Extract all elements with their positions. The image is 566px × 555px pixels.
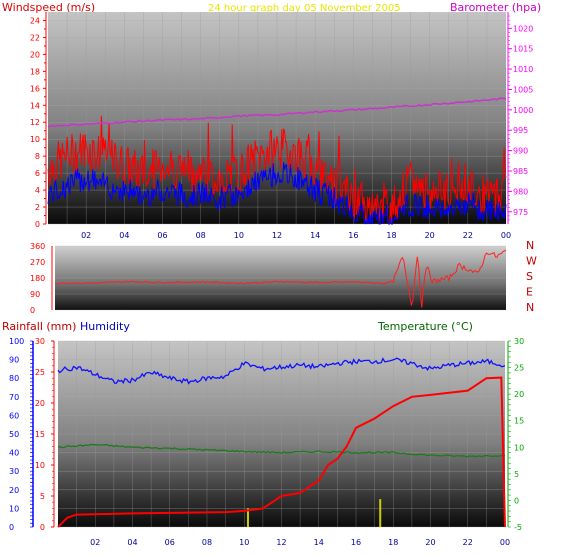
barometer-tick-label: 990 — [513, 147, 528, 156]
direction-compass-label: N — [526, 239, 534, 252]
rain-x-tick-label: 02 — [90, 538, 100, 547]
wind-left-tick-label: 2 — [35, 203, 40, 212]
direction-compass-label: E — [526, 286, 533, 299]
barometer-tick-label: 1000 — [513, 106, 533, 115]
direction-tick-label: 90 — [30, 290, 40, 299]
humidity-tick-label: 60 — [9, 411, 19, 420]
wind-x-tick-label: 20 — [425, 231, 435, 240]
rainfall-tick-label: 0 — [40, 523, 45, 532]
rainfall-tick-label: 15 — [35, 430, 45, 439]
barometer-tick-label: 1020 — [513, 24, 533, 33]
wind-left-tick-label: 20 — [30, 50, 40, 59]
wind-x-tick-label: 04 — [119, 231, 129, 240]
humidity-tick-label: 0 — [9, 523, 14, 532]
direction-compass-label: N — [526, 301, 534, 314]
temperature-tick-label: 20 — [514, 390, 524, 399]
temperature-tick-label: 10 — [514, 443, 524, 452]
wind-x-tick-label: 00 — [501, 231, 511, 240]
direction-tick-label: 180 — [30, 274, 45, 283]
wind-x-tick-label: 08 — [196, 231, 206, 240]
barometer-tick-label: 1010 — [513, 65, 533, 74]
wind-x-tick-label: 14 — [310, 231, 320, 240]
wind-x-tick-label: 10 — [234, 231, 244, 240]
wind-left-tick-label: 22 — [30, 33, 40, 42]
barometer-tick-label: 1005 — [513, 85, 533, 94]
wind-left-tick-label: 4 — [35, 186, 40, 195]
rain-x-tick-label: 16 — [351, 538, 361, 547]
wind-left-tick-label: 6 — [35, 169, 40, 178]
humidity-tick-label: 100 — [9, 337, 24, 346]
barometer-tick-label: 985 — [513, 167, 528, 176]
solar-bar — [379, 499, 381, 527]
temperature-tick-label: 5 — [514, 470, 519, 479]
wind-left-tick-label: 12 — [30, 118, 40, 127]
barometer-tick-label: 1015 — [513, 45, 533, 54]
rainfall-tick-label: 30 — [35, 337, 45, 346]
rain-x-tick-label: 08 — [202, 538, 212, 547]
barometer-tick-label: 975 — [513, 208, 528, 217]
wind-left-tick-label: 14 — [30, 101, 40, 110]
rain-x-tick-label: 10 — [239, 538, 249, 547]
barometer-tick-label: 995 — [513, 126, 528, 135]
wind-left-tick-label: 8 — [35, 152, 40, 161]
temperature-tick-label: 30 — [514, 337, 524, 346]
rain-x-tick-label: 06 — [165, 538, 175, 547]
wind-x-tick-label: 16 — [348, 231, 358, 240]
rainfall-tick-label: 5 — [40, 492, 45, 501]
humidity-tick-label: 10 — [9, 504, 19, 513]
rainfall-tick-label: 10 — [35, 461, 45, 470]
direction-tick-label: 270 — [30, 258, 45, 267]
plot-layer: 0246810121416182022249759809859909951000… — [9, 12, 537, 547]
humidity-tick-label: 90 — [9, 356, 19, 365]
direction-compass-label: W — [526, 255, 537, 268]
wind-x-tick-label: 18 — [386, 231, 396, 240]
rain-x-tick-label: 04 — [127, 538, 137, 547]
temperature-tick-label: 15 — [514, 417, 524, 426]
humidity-axis-title: Humidity — [80, 320, 130, 333]
rainfall-tick-label: 20 — [35, 399, 45, 408]
wind-left-tick-label: 16 — [30, 84, 40, 93]
wind-x-tick-label: 12 — [272, 231, 282, 240]
wind-x-tick-label: 02 — [81, 231, 91, 240]
rain-x-tick-label: 20 — [425, 538, 435, 547]
humidity-tick-label: 30 — [9, 467, 19, 476]
temperature-axis-title: Temperature (°C) — [377, 320, 473, 333]
rainfall-tick-label: 25 — [35, 368, 45, 377]
rain-x-tick-label: 00 — [500, 538, 510, 547]
temperature-tick-label: -5 — [514, 523, 522, 532]
direction-tick-label: 360 — [30, 242, 45, 251]
wind-left-tick-label: 0 — [35, 220, 40, 229]
temperature-tick-label: 25 — [514, 364, 524, 373]
rain-x-tick-label: 14 — [314, 538, 324, 547]
temperature-tick-label: 0 — [514, 496, 519, 505]
humidity-tick-label: 50 — [9, 430, 19, 439]
direction-tick-label: 0 — [30, 306, 35, 315]
wind-left-tick-label: 24 — [30, 16, 40, 25]
wind-left-tick-label: 18 — [30, 67, 40, 76]
humidity-tick-label: 20 — [9, 486, 19, 495]
humidity-tick-label: 40 — [9, 449, 19, 458]
rain-x-tick-label: 12 — [276, 538, 286, 547]
humidity-tick-label: 80 — [9, 374, 19, 383]
humidity-tick-label: 70 — [9, 393, 19, 402]
wind-left-tick-label: 10 — [30, 135, 40, 144]
wind-x-tick-label: 22 — [463, 231, 473, 240]
barometer-tick-label: 980 — [513, 187, 528, 196]
direction-compass-label: S — [526, 270, 533, 283]
wind-x-tick-label: 06 — [157, 231, 167, 240]
rainfall-axis-title: Rainfall (mm) — [2, 320, 76, 333]
rain-x-tick-label: 22 — [463, 538, 473, 547]
rain-x-tick-label: 18 — [388, 538, 398, 547]
